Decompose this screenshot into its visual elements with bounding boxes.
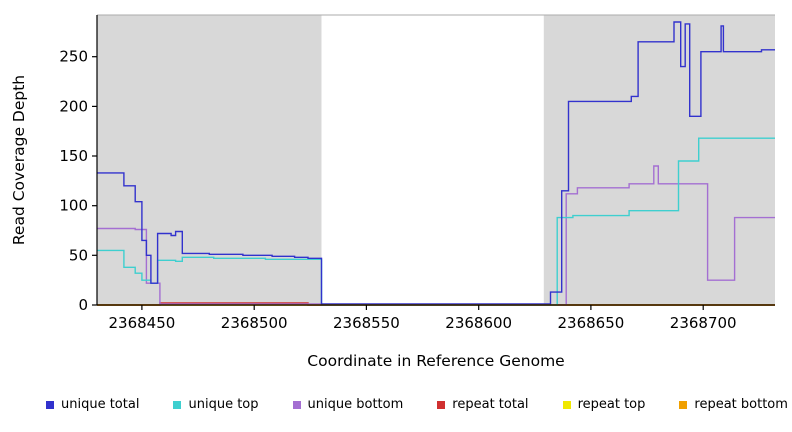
- y-tick-label: 200: [59, 97, 88, 115]
- shaded-region: [97, 15, 322, 305]
- y-tick-label: 50: [69, 246, 88, 264]
- x-tick-label: 2368500: [221, 314, 288, 332]
- legend-swatch-repeat-bottom: [679, 400, 688, 409]
- y-tick-label: 150: [59, 147, 88, 165]
- legend-item-unique-total: unique total: [46, 397, 139, 412]
- x-tick-label: 2368600: [445, 314, 512, 332]
- x-axis-title: Coordinate in Reference Genome: [307, 352, 564, 370]
- legend-item-unique-bottom: unique bottom: [292, 397, 404, 412]
- legend-item-repeat-top: repeat top: [562, 397, 646, 412]
- legend-swatch-unique-bottom: [292, 400, 301, 409]
- y-tick-label: 100: [59, 197, 88, 215]
- series-line-unique-top: [97, 137, 775, 306]
- legend-swatch-repeat-total: [437, 400, 446, 409]
- legend: unique total unique top unique bottom re…: [46, 397, 788, 412]
- legend-label-repeat-total: repeat total: [452, 397, 529, 412]
- x-tick-label: 2368700: [670, 314, 737, 332]
- legend-label-unique-top: unique top: [188, 397, 259, 412]
- legend-label-unique-total: unique total: [61, 397, 140, 412]
- shaded-region: [543, 15, 775, 305]
- legend-item-repeat-total: repeat total: [437, 397, 529, 412]
- y-tick-label: 0: [78, 296, 88, 314]
- y-axis-title: Read Coverage Depth: [10, 75, 28, 245]
- x-tick-label: 2368450: [108, 314, 175, 332]
- series-line-unique-total: [97, 21, 775, 305]
- plot-layer: 2368450 2368500 2368550 2368600 2368650 23687…: [59, 14, 775, 332]
- y-tick-label: 250: [59, 48, 88, 66]
- plot-canvas: 2368450 2368500 2368550 2368600 2368650 23687…: [10, 14, 775, 370]
- series-line-unique-bottom: [97, 165, 775, 306]
- legend-label-repeat-bottom: repeat bottom: [694, 397, 788, 412]
- x-tick-label: 2368550: [333, 314, 400, 332]
- legend-label-repeat-top: repeat top: [577, 397, 646, 412]
- legend-label-unique-bottom: unique bottom: [307, 397, 404, 412]
- legend-swatch-unique-top: [173, 400, 182, 409]
- legend-item-unique-top: unique top: [173, 397, 259, 412]
- x-tick-label: 2368650: [557, 314, 624, 332]
- legend-item-repeat-bottom: repeat bottom: [679, 397, 788, 412]
- legend-swatch-unique-total: [46, 400, 54, 409]
- legend-swatch-repeat-top: [562, 400, 571, 409]
